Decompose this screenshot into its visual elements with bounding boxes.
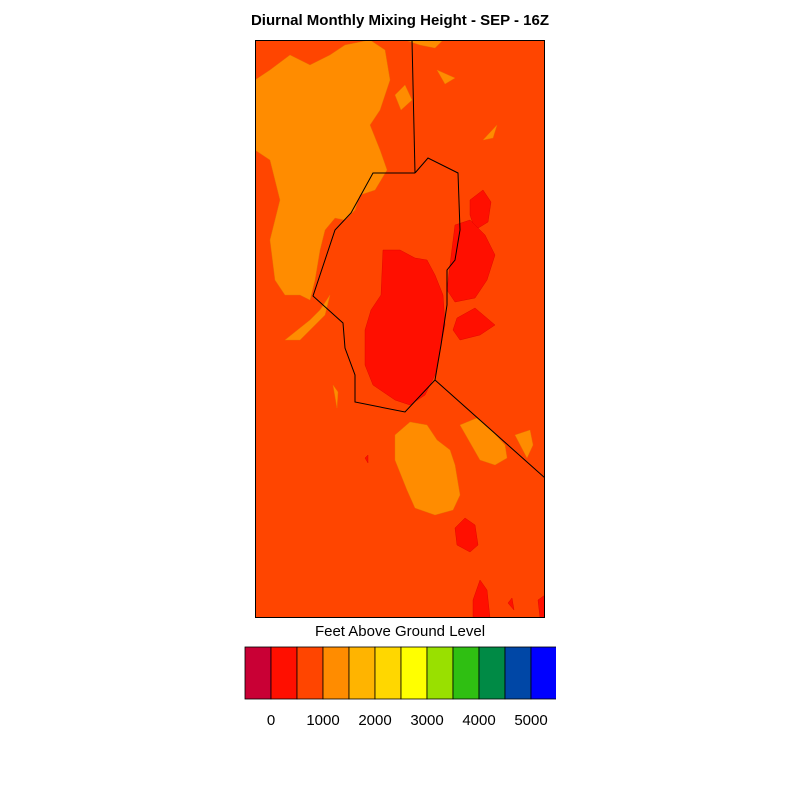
colorbar-swatch (504, 646, 532, 700)
colorbar-swatch (426, 646, 454, 700)
boundary-lake-outline (312, 157, 461, 413)
colorbar-swatch (296, 646, 324, 700)
colorbar-swatch (478, 646, 506, 700)
colorbar-swatch (348, 646, 376, 700)
colorbar (244, 646, 556, 700)
figure-title: Diurnal Monthly Mixing Height - SEP - 16… (250, 12, 550, 29)
red-region-east-mid (446, 219, 496, 303)
colorbar-title: Feet Above Ground Level (314, 623, 486, 640)
orange-region-ne-speck (436, 69, 456, 85)
boundary-vertical-line (411, 40, 416, 174)
colorbar-swatch (452, 646, 480, 700)
colorbar-swatch (530, 646, 556, 700)
red-region-east-low (452, 307, 496, 341)
colorbar-swatch (400, 646, 428, 700)
red-region-south-east (454, 517, 479, 553)
orange-region-ne-sliver (482, 124, 498, 141)
map-frame (255, 40, 545, 618)
colorbar-swatch (244, 646, 272, 700)
orange-region-small-north (394, 84, 413, 111)
colorbar-swatch (322, 646, 350, 700)
colorbar-tick-label: 2000 (358, 712, 392, 729)
orange-region-northwest (255, 40, 391, 301)
orange-regions (255, 40, 534, 516)
state-boundaries (312, 40, 545, 479)
red-region-bottom-right (472, 579, 491, 618)
red-region-tiny-west (364, 454, 369, 464)
colorbar-tick-label: 0 (266, 712, 276, 729)
boundary-diagonal-line (434, 379, 545, 479)
colorbar-swatch (374, 646, 402, 700)
orange-region-small-west (332, 384, 339, 409)
colorbar-tick-label: 5000 (514, 712, 548, 729)
orange-region-east-edge (514, 429, 534, 459)
orange-region-south-blob (394, 421, 461, 516)
map-panel[interactable] (255, 40, 545, 618)
orange-region-mid-sliver (284, 294, 331, 341)
colorbar-tick-label: 3000 (410, 712, 444, 729)
red-region-bottom-speck (507, 597, 515, 611)
red-region-east-top (469, 189, 492, 231)
colorbar-tick-label: 1000 (306, 712, 340, 729)
orange-region-north-top (404, 40, 444, 49)
colorbar-tick-label: 4000 (462, 712, 496, 729)
red-region-corner (537, 594, 545, 618)
colorbar-swatch (270, 646, 298, 700)
red-regions (364, 189, 545, 618)
